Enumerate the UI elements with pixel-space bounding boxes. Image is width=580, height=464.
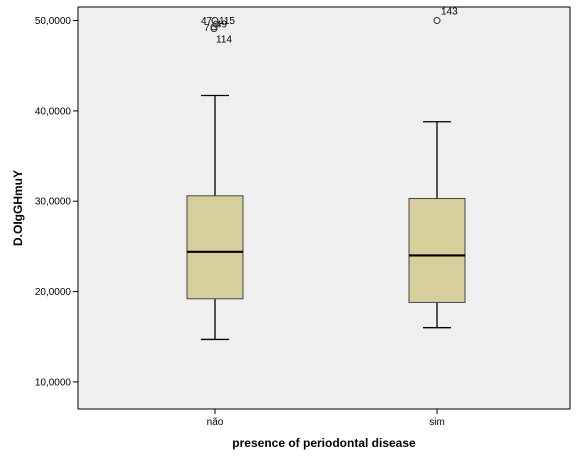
x-tick-label: não: [207, 417, 224, 428]
outlier-label: 143: [441, 7, 458, 18]
outlier-point: [210, 23, 218, 31]
outlier-point: [210, 25, 218, 33]
x-axis: não sim: [207, 409, 445, 428]
y-tick-label: 50,0000: [35, 16, 72, 27]
iqr-box: [408, 198, 466, 303]
y-axis-title: D.OIgGHmuY: [11, 170, 25, 246]
outlier-label: 47: [201, 16, 213, 27]
x-axis-title: presence of periodontal disease: [232, 436, 416, 450]
outlier-label: 49: [216, 20, 228, 31]
outlier-point: [433, 17, 441, 25]
y-axis: 10,0000 20,0000 30,0000 40,0000 50,0000: [35, 16, 78, 388]
y-tick-label: 40,0000: [35, 106, 72, 117]
y-tick-label: 20,0000: [35, 287, 72, 298]
box-sim: 143: [408, 7, 466, 329]
plot-area: [77, 6, 571, 410]
iqr-box: [186, 195, 244, 300]
y-tick-label: 10,0000: [35, 377, 72, 388]
outlier-label: 7: [204, 23, 210, 34]
y-tick-label: 30,0000: [35, 197, 72, 208]
outlier-label: 114: [216, 35, 232, 46]
x-tick-label: sim: [429, 417, 445, 428]
outlier-label: 115: [219, 16, 235, 27]
